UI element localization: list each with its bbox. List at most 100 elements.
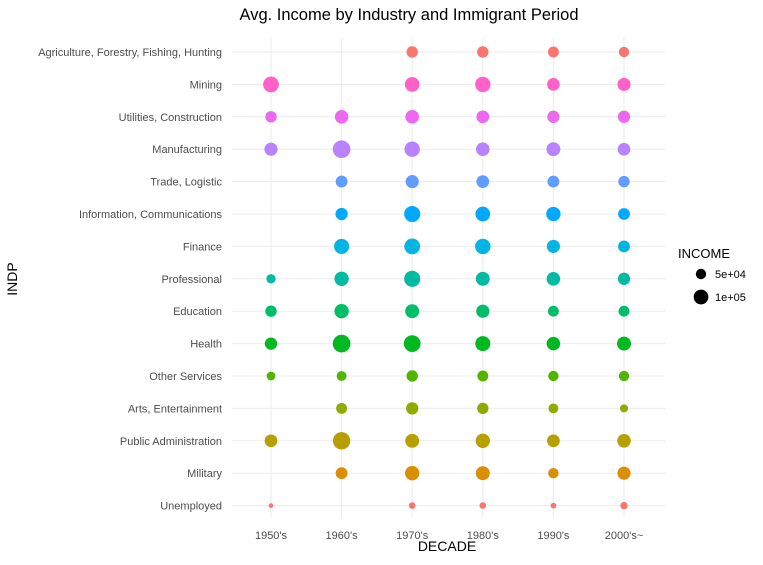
data-point	[475, 206, 491, 222]
data-point	[404, 270, 421, 287]
data-point	[476, 142, 490, 156]
data-point	[547, 434, 560, 448]
x-tick-label: 1990's	[537, 530, 570, 542]
y-axis-title: INDP	[4, 262, 20, 295]
data-point	[620, 501, 628, 510]
horizontal-gridlines	[232, 51, 665, 507]
legend-label: 5e+04	[715, 269, 746, 281]
data-point	[547, 78, 560, 91]
data-point	[408, 502, 416, 509]
data-point	[334, 304, 349, 319]
data-point	[405, 110, 419, 124]
legend-label: 1e+05	[715, 292, 746, 304]
data-point	[266, 274, 276, 284]
y-tick-label: Utilities, Construction	[119, 112, 222, 124]
y-tick-label: Unemployed	[160, 501, 222, 513]
data-point	[264, 434, 278, 448]
data-point	[617, 272, 631, 285]
data-point	[548, 468, 559, 479]
data-point	[266, 371, 276, 381]
data-point	[548, 403, 559, 414]
y-tick-label: Education	[173, 306, 222, 318]
data-point	[618, 46, 630, 58]
legend-key	[695, 268, 707, 280]
data-point	[550, 502, 557, 509]
legend-key	[693, 289, 709, 305]
vertical-gridlines	[270, 38, 625, 517]
y-tick-label: Trade, Logistic	[150, 177, 222, 189]
data-point	[477, 370, 489, 382]
data-point	[547, 110, 560, 123]
data-point	[617, 77, 631, 91]
data-point	[477, 46, 489, 58]
data-point	[265, 305, 277, 317]
data-point	[334, 271, 349, 286]
data-point	[475, 271, 490, 286]
x-tick-label: 2000's~	[605, 530, 644, 542]
data-point	[335, 207, 348, 221]
y-tick-label: Public Administration	[120, 436, 222, 448]
data-point	[618, 208, 630, 220]
data-point	[619, 404, 629, 413]
legend-title: INCOME	[678, 246, 730, 261]
chart-title: Avg. Income by Industry and Immigrant Pe…	[239, 6, 578, 24]
data-point	[403, 335, 421, 352]
data-point	[547, 46, 559, 58]
y-axis-tick-labels: Agriculture, Forestry, Fishing, Hunting M…	[38, 47, 222, 513]
data-point	[334, 238, 350, 254]
data-point	[546, 142, 561, 157]
x-axis-tick-labels: 1950's 1960's 1970's 1980's 1990's 2000's~	[255, 530, 643, 542]
data-point	[617, 336, 631, 351]
data-point	[477, 402, 489, 415]
y-tick-label: Manufacturing	[152, 144, 222, 156]
data-point	[268, 503, 274, 508]
y-tick-label: Finance	[183, 241, 222, 253]
data-point	[335, 175, 348, 188]
data-point	[479, 502, 487, 509]
x-tick-label: 1950's	[255, 530, 288, 542]
x-tick-label: 1980's	[467, 530, 500, 542]
data-point	[617, 466, 631, 480]
data-point	[332, 334, 351, 353]
data-point	[265, 111, 277, 123]
data-point	[475, 76, 491, 93]
y-tick-label: Information, Communications	[79, 209, 223, 221]
x-tick-label: 1960's	[326, 530, 359, 542]
data-point	[404, 238, 421, 255]
data-point	[618, 305, 630, 317]
data-point	[404, 205, 421, 223]
data-point	[404, 77, 420, 92]
data-point	[618, 175, 630, 188]
data-point	[618, 370, 630, 382]
data-point	[406, 402, 419, 415]
data-point	[547, 305, 559, 317]
y-tick-label: Arts, Entertainment	[128, 403, 222, 415]
data-point	[263, 76, 279, 93]
y-tick-label: Other Services	[149, 371, 222, 383]
data-point	[404, 141, 420, 157]
data-point	[548, 370, 559, 382]
data-point	[475, 433, 490, 448]
data-point	[406, 370, 418, 382]
data-point	[475, 466, 490, 481]
data-point	[405, 433, 420, 448]
x-tick-label: 1970's	[396, 530, 429, 542]
data-point	[547, 175, 560, 188]
legend-items: 5e+04 1e+05	[693, 268, 746, 305]
data-point	[336, 371, 347, 381]
data-point	[617, 110, 631, 123]
data-point	[332, 140, 351, 159]
y-tick-label: Mining	[190, 79, 222, 91]
y-tick-label: Military	[187, 468, 222, 480]
y-tick-label: Agriculture, Forestry, Fishing, Hunting	[38, 47, 222, 59]
data-point	[405, 175, 419, 189]
data-point	[406, 46, 418, 58]
data-point	[476, 110, 490, 124]
x-axis-title: DECADE	[418, 538, 476, 554]
size-legend: INCOME 5e+04 1e+05	[678, 246, 746, 305]
data-point	[335, 467, 348, 480]
data-point	[264, 337, 278, 350]
data-point	[617, 142, 631, 156]
y-tick-label: Health	[190, 339, 222, 351]
